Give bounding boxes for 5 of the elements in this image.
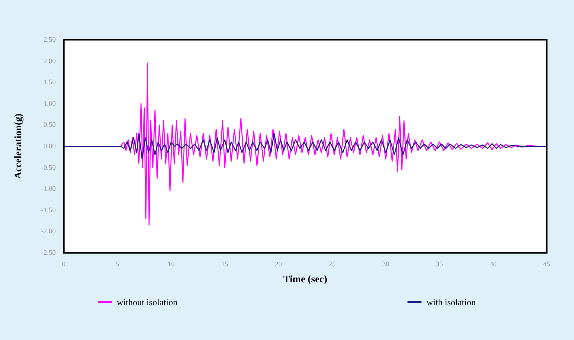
legend-label: without isolation xyxy=(117,298,178,308)
y-axis-title: Acceleration(g) xyxy=(14,114,24,180)
line-series xyxy=(64,133,548,160)
x-axis-title: Time (sec) xyxy=(284,274,328,286)
legend-label: with isolation xyxy=(426,298,476,308)
